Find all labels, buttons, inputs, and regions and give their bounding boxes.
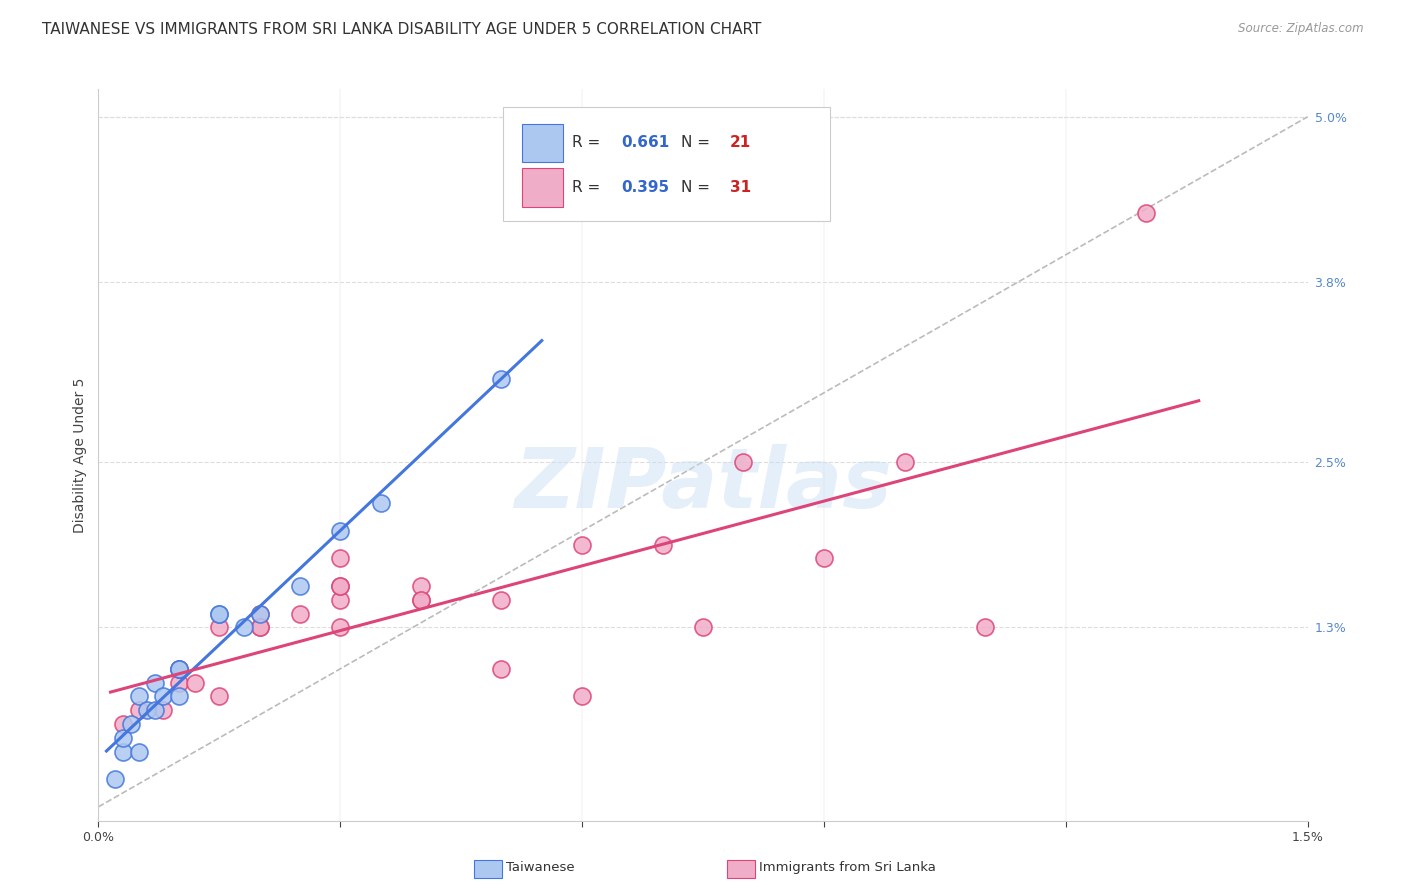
Point: [111, 745, 134, 759]
Point: [329, 579, 352, 593]
Point: [167, 662, 190, 676]
Point: [167, 662, 190, 676]
Point: [974, 620, 997, 634]
Text: R =: R =: [572, 136, 606, 151]
Point: [167, 675, 190, 690]
Y-axis label: Disability Age Under 5: Disability Age Under 5: [73, 377, 87, 533]
Point: [111, 717, 134, 731]
Point: [288, 607, 311, 621]
Text: TAIWANESE VS IMMIGRANTS FROM SRI LANKA DISABILITY AGE UNDER 5 CORRELATION CHART: TAIWANESE VS IMMIGRANTS FROM SRI LANKA D…: [42, 22, 762, 37]
Point: [329, 579, 352, 593]
Point: [128, 703, 150, 717]
Point: [733, 455, 755, 469]
Point: [813, 551, 835, 566]
Point: [208, 690, 231, 704]
Point: [120, 717, 142, 731]
Text: Taiwanese: Taiwanese: [506, 862, 575, 874]
Text: N =: N =: [682, 136, 716, 151]
Point: [152, 703, 174, 717]
Point: [1135, 206, 1157, 220]
Text: 31: 31: [730, 180, 751, 195]
Point: [571, 538, 593, 552]
Point: [208, 620, 231, 634]
Point: [249, 607, 271, 621]
Point: [409, 592, 432, 607]
Point: [167, 662, 190, 676]
Point: [167, 690, 190, 704]
Text: N =: N =: [682, 180, 716, 195]
Point: [651, 538, 673, 552]
FancyBboxPatch shape: [503, 108, 830, 221]
Point: [288, 579, 311, 593]
Point: [409, 579, 432, 593]
Point: [491, 592, 513, 607]
Text: 0.395: 0.395: [621, 180, 669, 195]
Point: [329, 551, 352, 566]
Point: [103, 772, 125, 787]
Point: [329, 620, 352, 634]
Point: [232, 620, 254, 634]
Point: [329, 524, 352, 538]
Point: [249, 620, 271, 634]
Point: [329, 592, 352, 607]
Point: [370, 496, 392, 510]
Point: [143, 675, 166, 690]
Point: [184, 675, 207, 690]
Point: [893, 455, 915, 469]
FancyBboxPatch shape: [522, 169, 562, 207]
Point: [491, 662, 513, 676]
Text: R =: R =: [572, 180, 606, 195]
Text: 0.661: 0.661: [621, 136, 669, 151]
Text: 21: 21: [730, 136, 751, 151]
Text: Source: ZipAtlas.com: Source: ZipAtlas.com: [1239, 22, 1364, 36]
Point: [249, 620, 271, 634]
Point: [409, 592, 432, 607]
Point: [491, 372, 513, 386]
Point: [128, 690, 150, 704]
FancyBboxPatch shape: [522, 124, 562, 162]
Point: [111, 731, 134, 745]
Text: ZIPatlas: ZIPatlas: [515, 443, 891, 524]
Point: [571, 690, 593, 704]
Point: [135, 703, 157, 717]
Point: [152, 690, 174, 704]
Point: [208, 607, 231, 621]
Point: [249, 607, 271, 621]
Point: [128, 745, 150, 759]
Text: Immigrants from Sri Lanka: Immigrants from Sri Lanka: [759, 862, 936, 874]
Point: [208, 607, 231, 621]
Point: [143, 703, 166, 717]
Point: [692, 620, 714, 634]
